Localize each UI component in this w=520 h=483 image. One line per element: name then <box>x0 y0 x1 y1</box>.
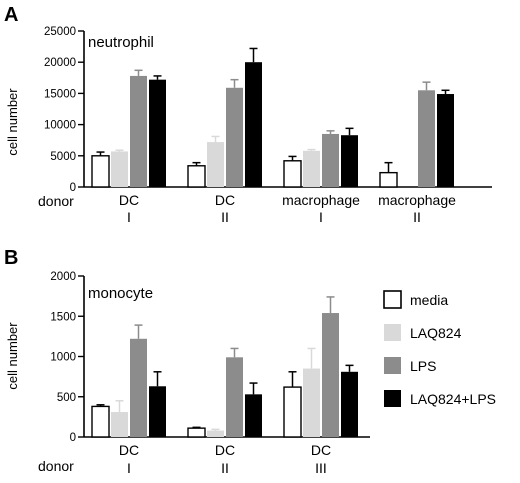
legend: media LAQ824 LPS LAQ824+LPS <box>383 290 496 407</box>
panel-b-y-tick-label: 1500 <box>50 311 76 323</box>
panel-a-bar-lps <box>322 133 339 187</box>
panel-b-letter: B <box>4 247 18 269</box>
legend-label: media <box>410 292 448 308</box>
panel-b-bar-laq824 <box>303 368 320 437</box>
panel-b-y-axis-label: cell number <box>5 322 20 390</box>
legend-label: LAQ824+LPS <box>410 391 496 407</box>
legend-swatch <box>383 290 402 309</box>
panel-b-bar-laq824 <box>207 430 224 437</box>
panel-a-y-tick-label: 5000 <box>50 151 76 163</box>
panel-b-donor-label: donor <box>38 458 74 474</box>
panel-b-bar-lps <box>322 313 339 437</box>
panel-b-donor-value: I <box>127 460 131 476</box>
panel-a-y-axis-label: cell number <box>5 88 20 156</box>
panel-b-y-tick-label: 2000 <box>50 271 76 283</box>
panel-a-group-label: macrophage <box>282 192 360 208</box>
panel-b-group-label: DC <box>119 442 139 458</box>
panel-a-group-label: DC <box>119 192 139 208</box>
panel-a-plot: 0500010000150002000025000DCIDCIImacropha… <box>44 26 492 225</box>
panel-b-bar-laq824 <box>111 412 128 437</box>
panel-a-bar-media <box>379 171 398 188</box>
panel-a-donor-value: II <box>413 209 421 225</box>
panel-a-group-label: macrophage <box>378 192 456 208</box>
panel-a-y-tick-label: 10000 <box>44 120 76 132</box>
panel-a-letter: A <box>4 4 18 26</box>
panel-a-y-tick-label: 20000 <box>44 57 76 69</box>
panel-b-donor-value: II <box>221 460 229 476</box>
panel-b-bar-laq824-lps <box>341 371 358 437</box>
panel-b-title: monocyte <box>88 285 153 302</box>
panel-a-group-label: DC <box>215 192 235 208</box>
panel-b-y-tick-label: 500 <box>57 392 76 404</box>
legend-swatch <box>384 324 401 341</box>
panel-a-donor-value: I <box>319 209 323 225</box>
panel-b-bar-laq824-lps <box>149 386 166 437</box>
panel-a-bar-lps <box>226 87 243 187</box>
panel-b-y-tick-label: 0 <box>70 432 76 444</box>
legend-swatch <box>384 357 401 374</box>
panel-a-bar-laq824 <box>111 151 128 187</box>
panel-b-bar-media <box>283 386 302 438</box>
panel-a-title: neutrophil <box>88 34 154 51</box>
panel-b-y-tick-label: 1000 <box>50 352 76 364</box>
legend-swatch <box>384 390 401 407</box>
panel-a-y-tick-label: 25000 <box>44 26 76 38</box>
panel-a-bar-lps <box>418 90 435 187</box>
panel-a-bar-laq824-lps <box>245 62 262 188</box>
panel-b-bar-media <box>187 427 206 438</box>
panel-b-bar-laq824-lps <box>245 394 262 437</box>
panel-a-bar-laq824 <box>207 142 224 187</box>
panel-b-plot: 0 500 1000 1500 2000 DC I DC II DC III <box>50 271 370 476</box>
panel-b-donor-value: III <box>315 460 327 476</box>
panel-a-donor-value: I <box>127 209 131 225</box>
panel-a-donor-value: II <box>221 209 229 225</box>
legend-label: LAQ824 <box>410 325 462 341</box>
panel-a-y-tick-label: 15000 <box>44 88 76 100</box>
panel-a-bar-media <box>283 160 302 188</box>
panel-a-bar-media <box>91 155 110 188</box>
panel-a-bar-laq824 <box>303 150 320 187</box>
panel-b-group-label: DC <box>311 442 331 458</box>
legend-label: LPS <box>410 358 436 374</box>
panel-a-donor-label: donor <box>38 193 74 209</box>
panel-a-bar-media <box>187 165 206 188</box>
panel-b-bar-lps <box>130 338 147 437</box>
panel-a-bar-lps <box>130 75 147 187</box>
panel-b-group-label: DC <box>215 442 235 458</box>
panel-a-y-tick-label: 0 <box>70 182 76 194</box>
panel-b-bar-lps <box>226 357 243 437</box>
panel-a-bar-laq824-lps <box>437 94 454 187</box>
panel-b-bar-media <box>91 405 110 438</box>
panel-a-bar-laq824-lps <box>149 79 166 187</box>
panel-a-bar-laq824-lps <box>341 135 358 187</box>
